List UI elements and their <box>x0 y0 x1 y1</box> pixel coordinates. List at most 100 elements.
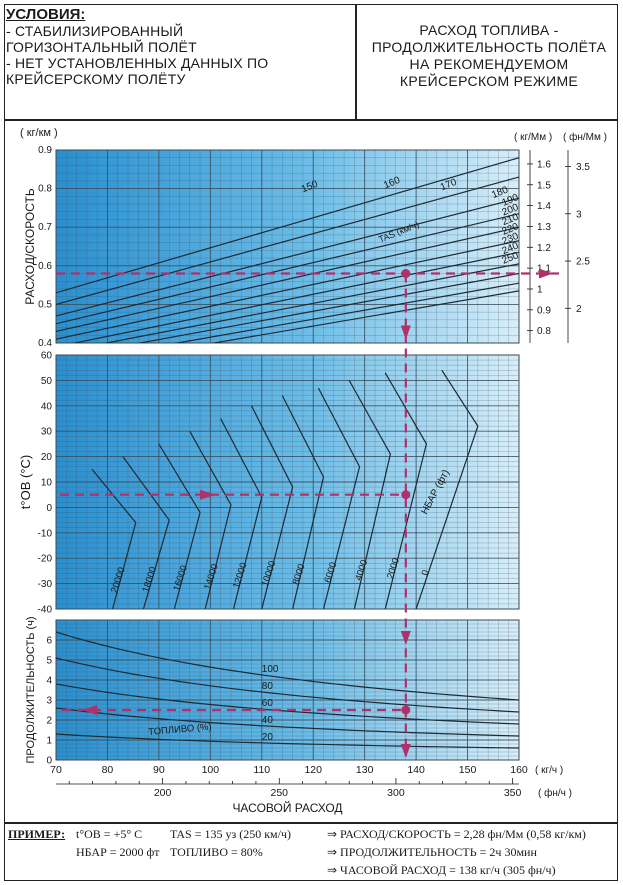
condition-line: - СТАБИЛИЗИРОВАННЫЙ <box>6 23 184 39</box>
y-tick-label: -40 <box>38 605 53 616</box>
heading-line: РАСХОД ТОПЛИВА - <box>419 22 559 38</box>
right-axis-1-label: 0.9 <box>537 305 551 316</box>
right-axis-1-label: 1.1 <box>537 264 551 275</box>
condition-line: ГОРИЗОНТАЛЬНЫЙ ПОЛЁТ <box>6 39 197 55</box>
x-tick-label: 150 <box>459 764 477 776</box>
right-axis-2-unit: ( фн/Мм ) <box>563 131 607 143</box>
panel-consumption <box>55 149 520 344</box>
y-tick-label: -30 <box>38 579 53 590</box>
x-tick-label: 70 <box>50 764 62 776</box>
fuel-curves <box>56 631 519 749</box>
conditions-block: УСЛОВИЯ: - СТАБИЛИЗИРОВАННЫЙ ГОРИЗОНТАЛЬ… <box>6 6 356 118</box>
x-tick-label: 110 <box>253 764 270 776</box>
heading-line: КРЕЙСЕРСКОМ РЕЖИМЕ <box>399 73 579 89</box>
y-tick-label: 0.8 <box>38 184 52 195</box>
y-tick-label: 0 <box>46 503 52 514</box>
fuel-curve <box>56 657 519 713</box>
y-tick-label: 20 <box>41 452 53 463</box>
altitude-curves <box>91 369 479 609</box>
right-axis-2-label: 3 <box>576 209 582 220</box>
chart-heading: РАСХОД ТОПЛИВА - ПРОДОЛЖИТЕЛЬНОСТЬ ПОЛЁТ… <box>360 6 618 118</box>
right-axis-1-label: 1.5 <box>537 180 551 191</box>
fuel-label: 100 <box>262 664 279 675</box>
lb-tick-label: 350 <box>504 787 522 799</box>
example-result-consumption: ⇒ РАСХОД/СКОРОСТЬ = 2,28 фн/Мм (0,58 кг/… <box>327 827 586 841</box>
example-altitude: НБАР = 2000 фт <box>76 845 160 859</box>
altitude-curve <box>158 443 201 609</box>
tas-curve <box>56 157 519 294</box>
altitude-curve <box>122 456 170 609</box>
heading-line: НА РЕКОМЕНДУЕМОМ <box>409 56 569 72</box>
y-unit-label: ( кг/км ) <box>20 127 58 139</box>
altitude-curve <box>281 395 325 609</box>
y-tick-label: -20 <box>38 554 53 565</box>
example-result-endurance: ⇒ ПРОДОЛЖИТЕЛЬНОСТЬ = 2ч 30мин <box>327 845 537 859</box>
right-axis-2-label: 2.5 <box>576 257 590 268</box>
fuel-curve <box>56 631 519 701</box>
fuel-curve <box>56 707 519 737</box>
conditions-title: УСЛОВИЯ: <box>6 6 86 23</box>
guide-arrow <box>539 268 553 279</box>
tas-curve <box>210 290 519 343</box>
y-tick-label: 5 <box>46 656 52 667</box>
right-axis-1-label: 0.8 <box>537 326 551 337</box>
guide-arrow <box>200 489 216 500</box>
guide-arrow <box>400 325 411 340</box>
altitude-curve <box>384 372 428 609</box>
x-tick-label: 80 <box>102 764 114 776</box>
x-tick-label: 100 <box>202 764 220 776</box>
header-bottom-line <box>4 119 618 121</box>
guide-arrow <box>81 705 98 715</box>
y-tick-label: 0.7 <box>38 222 52 233</box>
y-tick-label: 6 <box>46 636 52 647</box>
x-tick-label: 140 <box>407 764 425 776</box>
footer-top-line <box>4 822 618 824</box>
right-axis-1-label: 1.2 <box>537 243 551 254</box>
right-axis-1-label: 1.6 <box>537 159 551 170</box>
lb-tick-label: 250 <box>271 787 289 799</box>
lb-unit-label: ( фн/ч ) <box>538 787 572 799</box>
x-axis-title: ЧАСОВОЙ РАСХОД <box>232 800 342 815</box>
y-axis-title: РАСХОД/СКОРОСТЬ <box>23 188 37 305</box>
tas-curve <box>56 240 519 340</box>
panel-endurance <box>55 619 520 761</box>
guide-arrow <box>400 744 411 758</box>
altitude-curve <box>348 380 392 609</box>
tas-curve <box>173 282 519 343</box>
lb-tick-label: 300 <box>387 787 405 799</box>
y-tick-label: 50 <box>41 376 53 387</box>
fuel-curve <box>56 733 519 749</box>
tas-curve <box>56 197 519 317</box>
right-axis-1-label: 1.3 <box>537 222 551 233</box>
x-tick-label: 130 <box>356 764 374 776</box>
example-fuel: ТОПЛИВО = 80% <box>170 845 263 859</box>
heading-line: ПРОДОЛЖИТЕЛЬНОСТЬ ПОЛЁТА <box>371 39 607 55</box>
x-tick-label: 160 <box>510 764 528 776</box>
example-result-flow: ⇒ ЧАСОВОЙ РАСХОД = 138 кг/ч (305 фн/ч) <box>327 863 556 877</box>
tas-curve <box>103 263 519 343</box>
tas-curve <box>136 272 519 343</box>
example-tas: TAS = 135 уз (250 км/ч) <box>170 827 292 841</box>
y-tick-label: 0.9 <box>38 145 52 156</box>
guide-point <box>401 269 411 279</box>
y-tick-label: -10 <box>38 528 53 539</box>
y-tick-label: 0.4 <box>38 338 52 349</box>
y-tick-label: 2 <box>46 716 52 727</box>
right-axis-2-label: 3.5 <box>576 162 590 173</box>
fuel-label: 20 <box>262 732 274 743</box>
tas-curve <box>71 251 519 343</box>
altitude-curve <box>220 418 263 609</box>
fuel-label: 40 <box>262 715 274 726</box>
x-tick-label: 120 <box>304 764 322 776</box>
tas-curve <box>56 213 519 325</box>
guide-arrow <box>400 631 411 645</box>
guide-point <box>401 490 411 500</box>
altitude-label: 0 <box>420 569 432 577</box>
x-unit-label: ( кг/ч ) <box>535 765 563 776</box>
altitude-curve <box>415 369 479 609</box>
y-tick-label: 3 <box>46 696 52 707</box>
y-tick-label: 4 <box>46 676 52 687</box>
outer-frame <box>4 4 618 881</box>
